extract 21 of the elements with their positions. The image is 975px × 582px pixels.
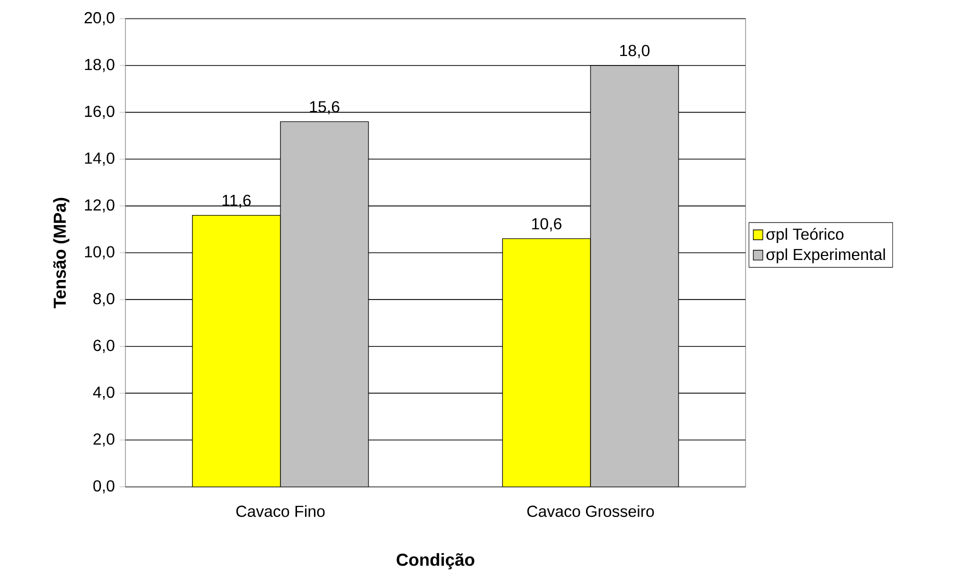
y-tick-label: 16,0	[85, 106, 114, 120]
y-tick-label: 6,0	[94, 340, 114, 354]
y-tick-label: 20,0	[84, 12, 114, 26]
y-tick-label: 2,0	[94, 434, 114, 447]
y-tick-label: 18,0	[85, 59, 114, 72]
y-axis-title: Tensão (MPa)	[53, 198, 70, 309]
y-tick-label: 14,0	[85, 152, 114, 166]
legend-label: σpl Teórico	[766, 228, 844, 244]
x-tick-label: Cavaco Grosseiro	[527, 505, 654, 518]
bar	[590, 65, 679, 488]
x-axis-title: Condição	[396, 553, 474, 570]
legend-label: σpl Experimental	[766, 248, 885, 264]
y-tick-label: 10,0	[85, 246, 114, 260]
bar	[280, 122, 369, 488]
y-tick-label: 8,0	[93, 293, 114, 306]
x-tick-label: Cavaco Fino	[236, 505, 325, 518]
data-label: 10,6	[532, 218, 562, 232]
y-tick-label: 4,0	[93, 386, 114, 400]
y-tick-label: 12,0	[85, 200, 114, 213]
data-label: 18,0	[620, 45, 650, 58]
y-tick-label: 0,0	[93, 480, 114, 494]
